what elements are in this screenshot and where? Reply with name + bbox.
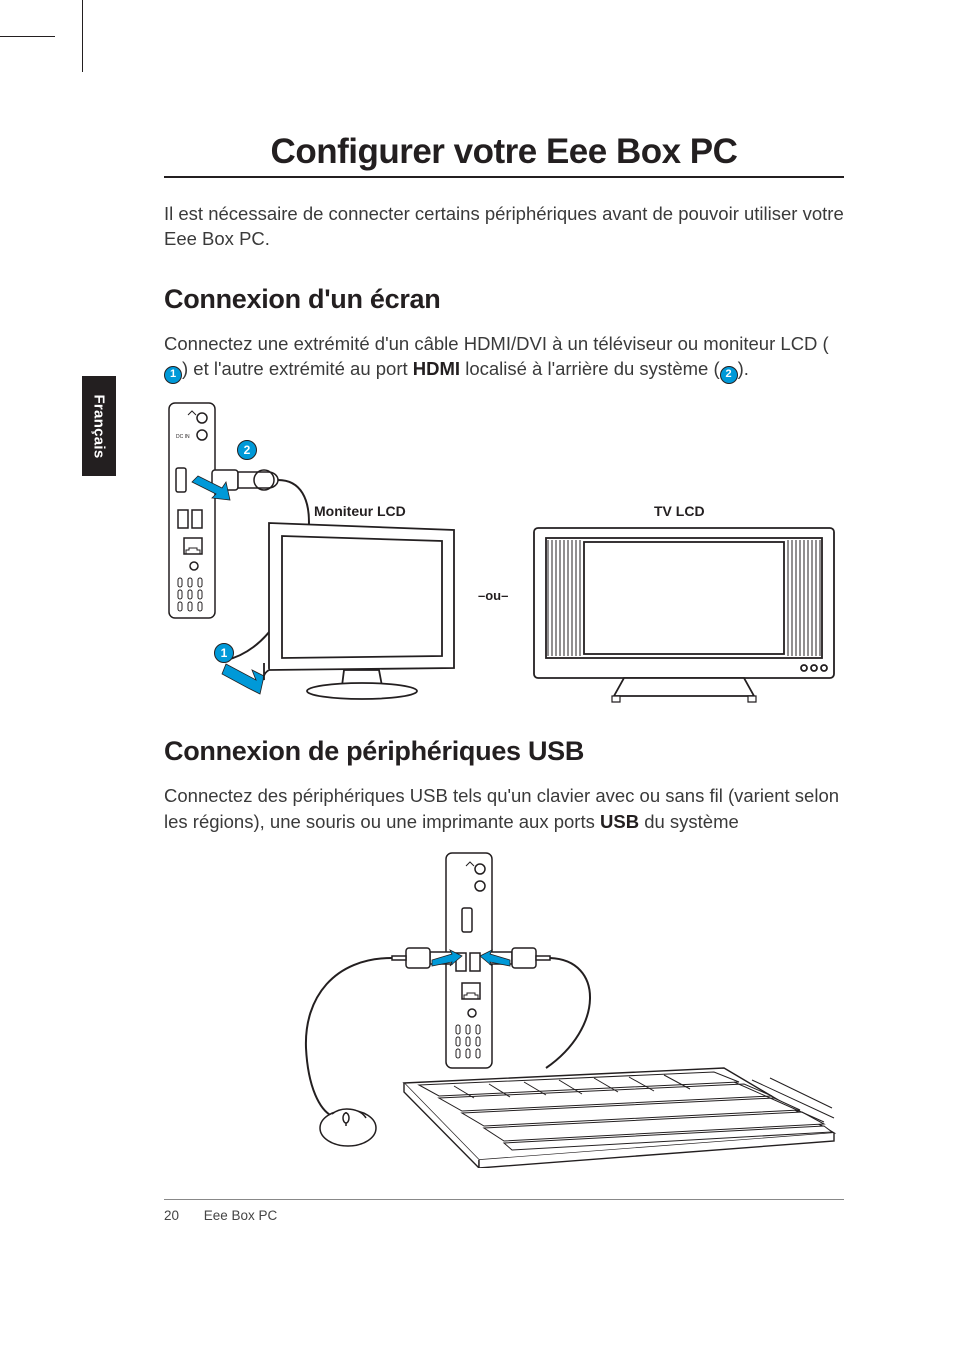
intro-text: Il est nécessaire de connecter certains … <box>164 202 844 252</box>
page-title: Configurer votre Eee Box PC <box>164 132 844 178</box>
language-tab: Français <box>82 376 116 476</box>
footer-doc-title: Eee Box PC <box>204 1208 278 1223</box>
section-display-heading: Connexion d'un écran <box>164 284 844 315</box>
section-display-text: Connectez une extrémité d'un câble HDMI/… <box>164 331 844 384</box>
section-usb-heading: Connexion de périphériques USB <box>164 736 844 767</box>
callout-2-inline: 2 <box>720 366 738 384</box>
language-tab-label: Français <box>91 394 108 458</box>
svg-text:DC IN: DC IN <box>176 434 190 440</box>
usb-connection-diagram <box>294 848 844 1168</box>
or-label: –ou– <box>478 588 508 603</box>
callout-2-diagram: 2 <box>237 440 257 460</box>
callout-1-inline: 1 <box>164 366 182 384</box>
page-number: 20 <box>164 1208 200 1223</box>
page-footer: 20 Eee Box PC <box>164 1199 844 1223</box>
page-content: Configurer votre Eee Box PC Il est néces… <box>164 132 844 1196</box>
tv-label: TV LCD <box>654 503 705 519</box>
display-connection-diagram: DC IN <box>164 398 844 708</box>
callout-1-diagram: 1 <box>214 643 234 663</box>
section-usb-text: Connectez des périphériques USB tels qu'… <box>164 783 844 834</box>
monitor-label: Moniteur LCD <box>314 503 406 519</box>
